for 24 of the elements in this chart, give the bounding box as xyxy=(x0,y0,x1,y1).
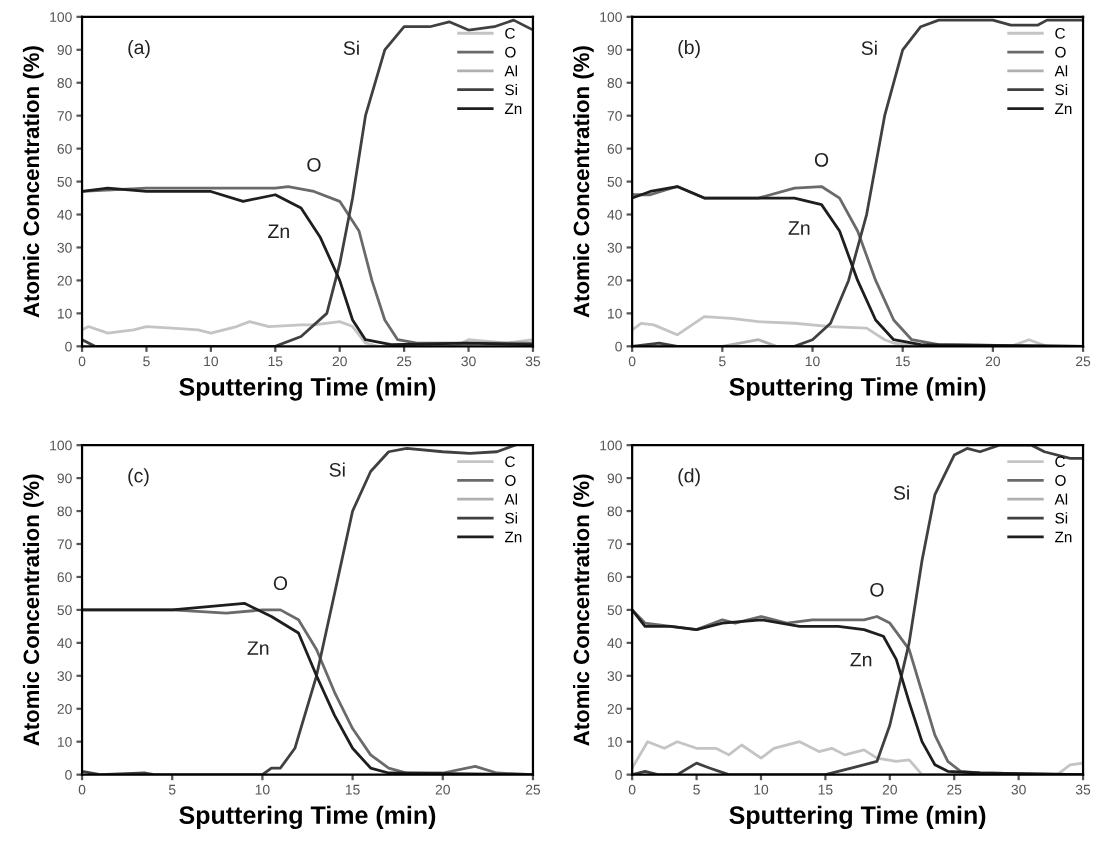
annotation: Zn xyxy=(850,652,872,667)
annotation: (a) xyxy=(128,39,150,59)
y-axis-title: Atomic Concentration (%) xyxy=(572,474,594,746)
annotation: Si xyxy=(861,40,877,56)
annotation: Si xyxy=(329,462,345,477)
annotation: (d) xyxy=(678,468,700,487)
annotation: Zn xyxy=(788,221,810,235)
x-axis-title: Sputtering Time (min) xyxy=(179,377,436,401)
annotation: O xyxy=(307,157,321,172)
y-axis-title: Atomic Concentration (%) xyxy=(22,474,44,746)
annotation: Zn xyxy=(268,224,289,238)
y-axis-title: Atomic Concentration (%) xyxy=(572,46,594,318)
y-axis-title: Atomic Concentration (%) xyxy=(22,46,44,318)
annotation: O xyxy=(870,582,884,597)
annotation: Si xyxy=(343,40,359,56)
x-axis-title: Sputtering Time (min) xyxy=(729,377,986,401)
annotation: (b) xyxy=(678,39,700,59)
x-axis-title: Sputtering Time (min) xyxy=(729,805,986,830)
annotation: O xyxy=(273,576,288,591)
x-axis-title: Sputtering Time (min) xyxy=(179,805,436,830)
annotation: Zn xyxy=(247,641,269,655)
annotation: Si xyxy=(893,485,909,500)
annotation: (c) xyxy=(128,468,149,487)
annotation: O xyxy=(814,152,829,167)
